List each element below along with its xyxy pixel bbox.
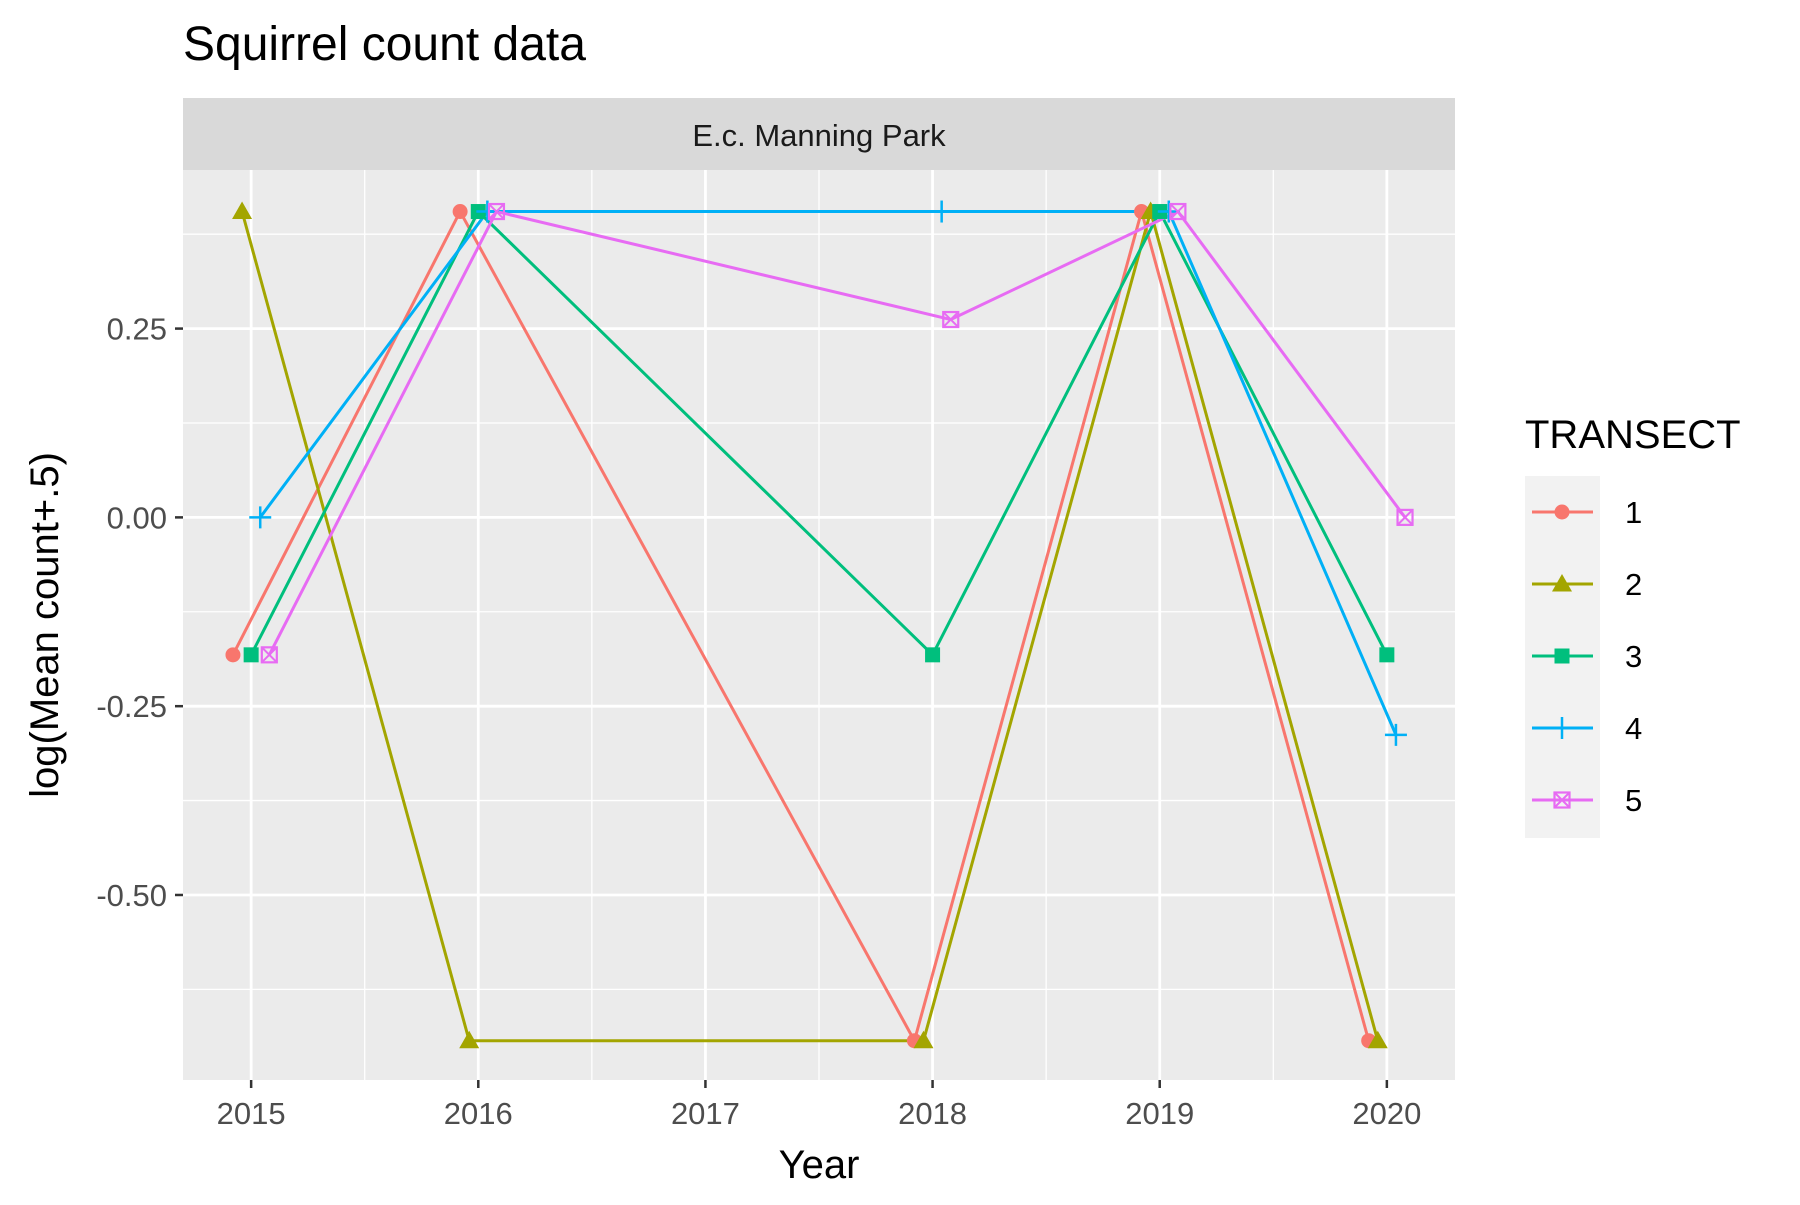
point-square-outline (1396, 508, 1414, 526)
point-cross-b (1396, 509, 1414, 526)
data-point-series-2 (913, 1030, 934, 1049)
x-tick-label: 2016 (444, 1096, 513, 1131)
point-square (925, 647, 941, 663)
point-triangle (232, 201, 253, 220)
point-triangle (1552, 574, 1572, 592)
legend-label-4: 4 (1625, 711, 1642, 746)
point-square-outline (1553, 791, 1571, 809)
point-square (1554, 648, 1570, 664)
x-tick-label: 2017 (671, 1096, 740, 1131)
x-tick-label: 2015 (217, 1096, 286, 1131)
point-triangle (1367, 1030, 1388, 1049)
legend-symbol-4 (1551, 717, 1573, 739)
data-point-series-2 (232, 201, 253, 220)
point-square (243, 647, 259, 663)
data-point-series-5 (1396, 508, 1414, 526)
chart-title: Squirrel count data (183, 18, 586, 71)
y-tick-label: 0.00 (107, 500, 167, 535)
legend-items: 1 2 3 4 5 (1532, 495, 1642, 818)
point-circle (225, 647, 241, 663)
legend-label-2: 2 (1625, 567, 1642, 602)
series-points (225, 200, 1414, 1049)
data-point-series-5 (942, 310, 960, 329)
y-tick-label: 0.25 (107, 312, 167, 347)
data-point-series-1 (452, 204, 468, 220)
data-point-series-2 (459, 1030, 480, 1049)
x-tick-label: 2020 (1352, 1096, 1421, 1131)
y-axis-label: log(Mean count+.5) (23, 452, 67, 798)
x-axis-label: Year (779, 1143, 860, 1187)
y-tick-label: -0.25 (96, 689, 167, 724)
legend-title: TRANSECT (1525, 413, 1741, 457)
legend-label-5: 5 (1625, 783, 1642, 818)
x-tick-label: 2019 (1125, 1096, 1194, 1131)
point-triangle (913, 1030, 934, 1049)
point-triangle (459, 1030, 480, 1049)
y-axis: 0.25 0.00 -0.25 -0.50 (96, 312, 183, 913)
point-square-outline (1169, 202, 1187, 221)
legend-label-3: 3 (1625, 639, 1642, 674)
data-point-series-4 (930, 200, 953, 223)
facet-label: E.c. Manning Park (692, 118, 946, 153)
data-point-series-4 (1157, 200, 1180, 223)
point-circle (452, 204, 468, 220)
data-point-series-5 (260, 646, 278, 664)
point-square-outline (487, 202, 506, 221)
point-cross-b (488, 203, 505, 220)
data-point-series-4 (249, 506, 272, 529)
data-point-series-4 (1384, 723, 1407, 746)
data-point-series-3 (243, 647, 259, 663)
legend: TRANSECT 1 2 3 4 5 (1525, 413, 1741, 838)
facet-strip (183, 98, 1455, 170)
point-cross-b (1169, 203, 1187, 220)
point-cross-b (1553, 791, 1571, 809)
data-point-series-4 (476, 200, 499, 223)
x-tick-label: 2018 (898, 1096, 967, 1131)
point-cross-b (261, 646, 278, 664)
point-square-outline (260, 646, 278, 664)
data-point-series-3 (1379, 647, 1395, 663)
legend-symbol-1 (1554, 504, 1570, 520)
grid-minor (183, 170, 1455, 1080)
data-point-series-5 (1169, 202, 1187, 221)
legend-label-1: 1 (1625, 495, 1642, 530)
legend-symbol-3 (1554, 648, 1570, 664)
data-point-series-2 (1367, 1030, 1388, 1049)
legend-symbol-2 (1552, 574, 1572, 592)
y-tick-label: -0.50 (96, 878, 167, 913)
data-point-series-1 (225, 647, 241, 663)
data-point-series-5 (487, 202, 506, 221)
point-square (1379, 647, 1395, 663)
point-cross-b (942, 311, 959, 328)
grid-major (183, 170, 1455, 1080)
point-circle (1554, 504, 1570, 520)
legend-symbol-5 (1553, 791, 1571, 809)
data-point-series-3 (925, 647, 941, 663)
x-axis: 2015 2016 2017 2018 2019 2020 (217, 1080, 1421, 1131)
point-square-outline (942, 310, 960, 329)
